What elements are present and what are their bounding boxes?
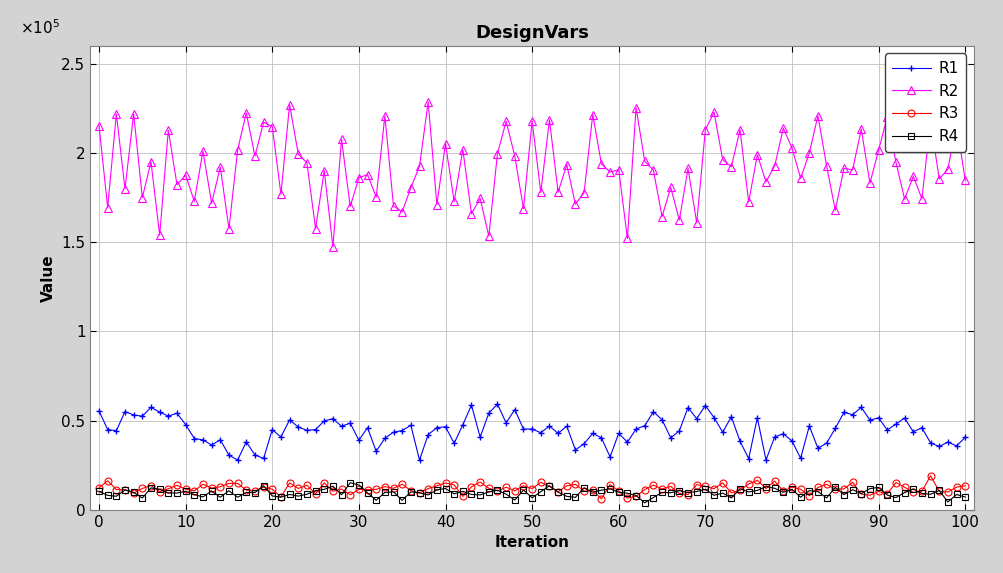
R1 (232, 457, 244, 464)
Legend: R1, R2, R3, R4: R1, R2, R3, R4 (884, 53, 965, 152)
R2 (630, 104, 642, 111)
R1 (490, 401, 503, 407)
Text: $\times\mathregular{10}^{\mathregular{5}}$: $\times\mathregular{10}^{\mathregular{5}… (20, 18, 60, 37)
R2 (153, 231, 165, 238)
R4 (93, 488, 105, 494)
R1 (93, 407, 105, 414)
Line: R2: R2 (94, 98, 969, 251)
X-axis label: Iteration: Iteration (494, 535, 569, 551)
R2 (309, 225, 321, 232)
R4 (716, 490, 728, 497)
R2 (759, 178, 771, 185)
R1 (318, 418, 330, 425)
R1 (509, 406, 521, 413)
R4 (958, 493, 970, 500)
R4 (499, 490, 512, 497)
R4 (153, 486, 165, 493)
R3 (309, 490, 321, 497)
R3 (750, 477, 762, 484)
R1 (630, 426, 642, 433)
R2 (327, 243, 339, 250)
R1 (716, 429, 728, 435)
Title: DesignVars: DesignVars (474, 23, 589, 41)
R4 (759, 483, 771, 490)
R4 (344, 479, 356, 486)
R3 (595, 496, 607, 503)
Y-axis label: Value: Value (41, 254, 56, 302)
R1 (153, 409, 165, 415)
R3 (621, 494, 633, 501)
R1 (958, 434, 970, 441)
Line: R3: R3 (95, 472, 968, 503)
R3 (707, 485, 719, 492)
R2 (509, 152, 521, 159)
R2 (958, 177, 970, 184)
Line: R4: R4 (96, 480, 967, 505)
R4 (309, 487, 321, 494)
R3 (490, 488, 503, 494)
R2 (93, 122, 105, 129)
R2 (716, 156, 728, 163)
Line: R1: R1 (95, 401, 968, 464)
R3 (153, 488, 165, 495)
R3 (93, 484, 105, 491)
R3 (958, 482, 970, 489)
R4 (621, 490, 633, 497)
R4 (638, 500, 650, 507)
R1 (759, 457, 771, 464)
R3 (924, 472, 936, 479)
R2 (421, 99, 433, 105)
